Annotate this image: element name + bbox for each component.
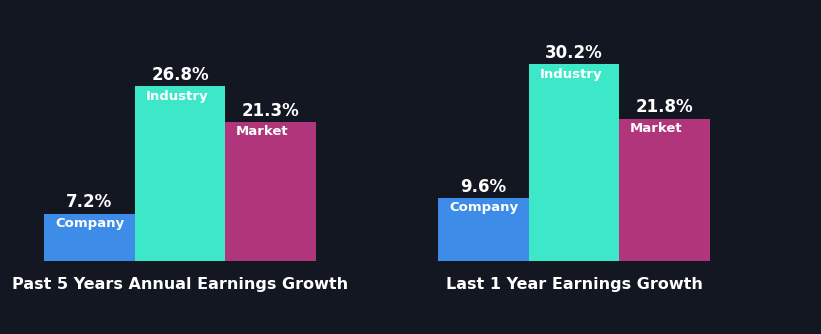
Text: 26.8%: 26.8% (151, 66, 209, 84)
Bar (619, 119, 710, 261)
Text: Company: Company (55, 217, 124, 230)
Text: Market: Market (236, 126, 289, 138)
Text: Industry: Industry (145, 90, 209, 103)
Text: Past 5 Years Annual Earnings Growth: Past 5 Years Annual Earnings Growth (11, 277, 348, 292)
Bar (225, 122, 316, 261)
Bar (529, 64, 619, 261)
Text: 30.2%: 30.2% (545, 44, 603, 62)
Bar (135, 87, 225, 261)
Text: Last 1 Year Earnings Growth: Last 1 Year Earnings Growth (446, 277, 703, 292)
Text: 21.3%: 21.3% (241, 102, 300, 120)
Text: Market: Market (631, 122, 683, 135)
Bar (44, 214, 135, 261)
Text: 21.8%: 21.8% (636, 98, 694, 116)
Text: Company: Company (449, 201, 518, 214)
Text: Industry: Industry (539, 67, 603, 80)
Text: 7.2%: 7.2% (67, 193, 112, 211)
Bar (438, 198, 529, 261)
Text: 9.6%: 9.6% (461, 178, 507, 196)
